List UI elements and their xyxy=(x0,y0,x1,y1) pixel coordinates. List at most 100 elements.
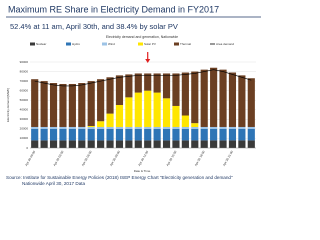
bar-segment xyxy=(191,126,199,129)
y-tick-label: 80000 xyxy=(20,69,29,73)
bar-segment xyxy=(219,140,227,148)
bar-segment xyxy=(134,128,142,141)
bar-segment xyxy=(87,126,95,127)
bar-segment xyxy=(144,90,152,127)
bar-segment xyxy=(172,126,180,129)
bar-segment xyxy=(228,128,237,141)
inner-title: Electricity demand and generation, Natio… xyxy=(106,35,178,39)
y-tick-label: 10000 xyxy=(20,136,29,140)
bar-segment xyxy=(87,128,95,141)
bar-segment xyxy=(31,128,39,141)
bar-segment xyxy=(106,113,114,127)
bar-segment xyxy=(228,72,237,127)
bar-segment xyxy=(115,126,124,129)
bar-segment xyxy=(191,128,199,141)
bar-segment xyxy=(106,126,114,129)
bar-segment xyxy=(219,126,227,129)
bar-segment xyxy=(238,126,246,129)
bar-segment xyxy=(172,73,180,106)
legend-label: Thermal xyxy=(180,42,191,46)
chart: Maximum RE Share in Electricity Demand i… xyxy=(6,4,261,186)
bar-segment xyxy=(162,73,171,99)
bar-segment xyxy=(68,126,76,129)
bar-segment xyxy=(97,126,105,129)
x-tick-label: Apr 30 12:00 xyxy=(137,150,149,167)
bar-segment xyxy=(162,126,171,129)
demand-line xyxy=(34,69,252,87)
bar-segment xyxy=(210,67,218,127)
bar-segment xyxy=(97,121,105,127)
legend-label: Nuclear xyxy=(36,42,46,46)
bar-segment xyxy=(49,140,58,148)
bar-segment xyxy=(191,140,199,148)
bar-segment xyxy=(59,83,67,127)
legend-label: Hydro xyxy=(72,42,80,46)
bar-segment xyxy=(200,140,208,148)
y-axis-title: Electricity demand [MWh] xyxy=(6,88,10,122)
bar-segment xyxy=(106,140,114,148)
bar-segment xyxy=(115,105,124,127)
source: Source: Institute for Sustainable Energy… xyxy=(6,175,233,180)
bar-segment xyxy=(144,73,152,91)
bar-segment xyxy=(68,140,76,148)
bar-segment xyxy=(153,92,161,127)
bar-segment xyxy=(191,123,199,127)
x-tick-label: Apr 30 18:00 xyxy=(194,150,206,167)
bar-segment xyxy=(238,75,246,127)
bar-segment xyxy=(153,140,161,148)
x-tick-label: Apr 30 03:00 xyxy=(52,150,64,167)
bar-segment xyxy=(87,81,95,127)
bar-segment xyxy=(78,140,86,148)
source: Nationwide April 30, 2017 Data xyxy=(22,181,86,186)
bar-segment xyxy=(68,83,76,127)
y-tick-label: 40000 xyxy=(20,108,29,112)
bar-segment xyxy=(219,128,227,141)
bar-segment xyxy=(31,79,39,127)
x-tick-label: Apr 30 15:00 xyxy=(165,150,177,167)
bar-segment xyxy=(200,69,208,127)
bar-segment xyxy=(172,105,180,127)
bar-segment xyxy=(191,71,199,124)
bar-segment xyxy=(181,140,189,148)
bar-segment xyxy=(40,140,48,148)
highlight-arrow-head xyxy=(145,59,151,63)
legend-swatch xyxy=(138,42,143,46)
bar-segment xyxy=(247,140,255,148)
bar-segment xyxy=(210,128,218,141)
bar-segment xyxy=(134,92,142,127)
bar-segment xyxy=(59,128,67,141)
legend-swatch xyxy=(174,42,179,46)
bar-segment xyxy=(210,126,218,129)
bar-segment xyxy=(162,140,171,148)
bar-segment xyxy=(40,128,48,141)
bar-segment xyxy=(97,140,105,148)
bar-segment xyxy=(49,126,58,129)
y-tick-label: 90000 xyxy=(20,60,29,64)
bar-segment xyxy=(200,126,208,129)
legend-label: Wind xyxy=(108,42,115,46)
bar-segment xyxy=(31,126,39,129)
bar-segment xyxy=(115,128,124,141)
x-tick-label: Apr 30 09:00 xyxy=(109,150,121,167)
bar-segment xyxy=(172,128,180,141)
bar-segment xyxy=(228,126,237,129)
bar-segment xyxy=(134,73,142,93)
bar-segment xyxy=(153,73,161,93)
x-tick-label: Apr 30 06:00 xyxy=(81,150,93,167)
bar-segment xyxy=(59,140,67,148)
bar-segment xyxy=(97,128,105,141)
y-tick-label: 20000 xyxy=(20,127,29,131)
bar-segment xyxy=(125,97,133,127)
y-tick-label: 60000 xyxy=(20,88,29,92)
bar-segment xyxy=(106,77,114,114)
bar-segment xyxy=(68,128,76,141)
bar-segment xyxy=(115,140,124,148)
legend-swatch xyxy=(30,42,35,46)
bar-segment xyxy=(31,140,39,148)
chart-subtitle: 52.4% at 11 am, April 30th, and 38.4% by… xyxy=(10,22,178,31)
bar-segment xyxy=(181,115,189,127)
bar-segment xyxy=(219,69,227,127)
bar-segment xyxy=(40,81,48,127)
legend-label: Area demand xyxy=(216,42,234,46)
bar-segment xyxy=(144,140,152,148)
